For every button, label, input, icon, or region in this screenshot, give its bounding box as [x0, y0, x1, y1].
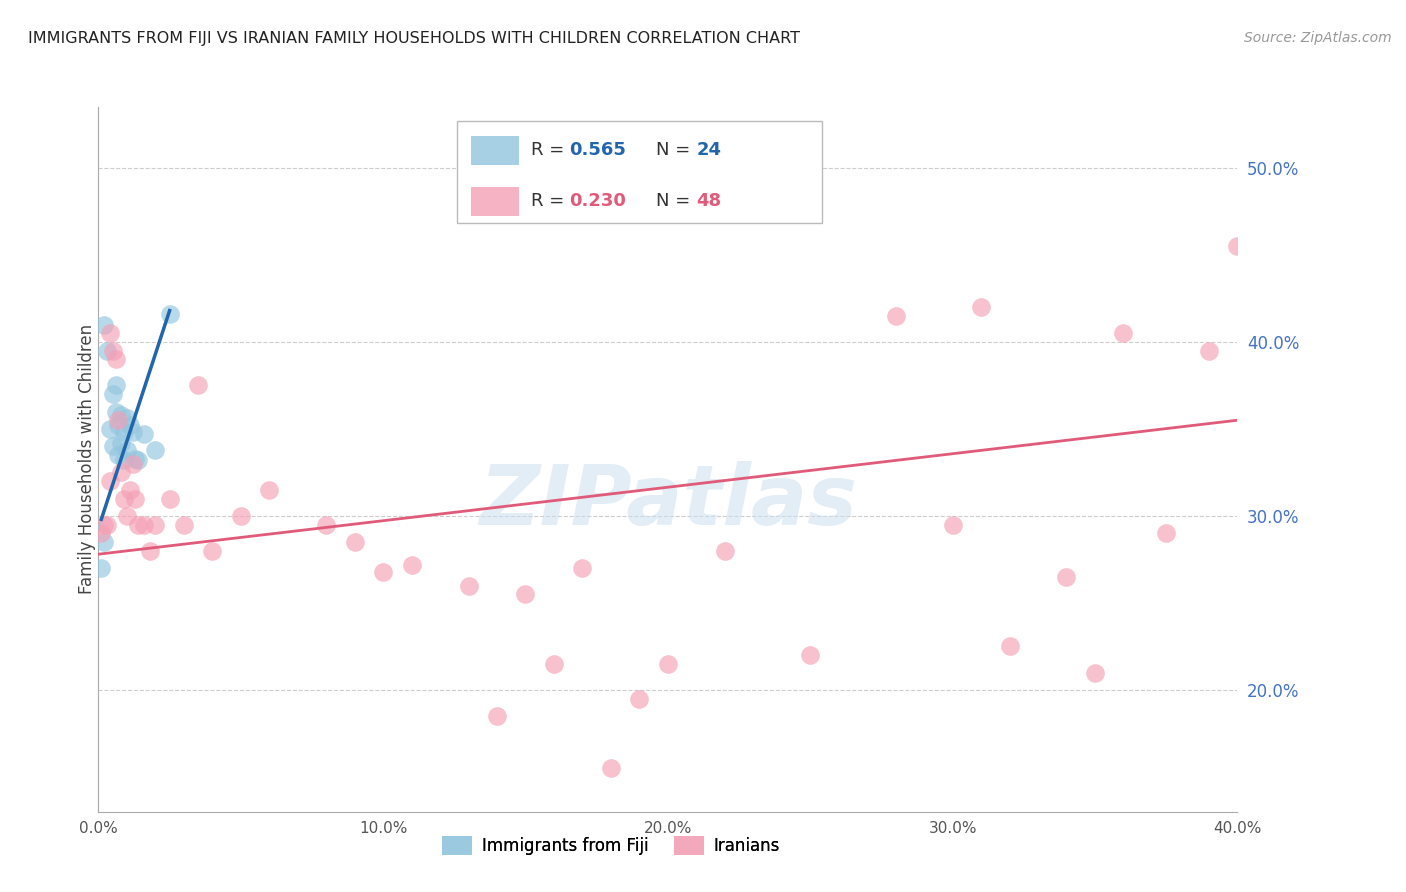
Point [600, 761, 623, 775]
Point [107, 448, 129, 462]
Point [457, 578, 479, 592]
Text: 0.565: 0.565 [569, 141, 626, 159]
Point [93, 517, 115, 532]
Point [1056, 570, 1078, 584]
Point [571, 561, 593, 575]
Point [799, 648, 821, 662]
Point [1154, 526, 1177, 541]
Point [1226, 239, 1249, 253]
Point [486, 709, 509, 723]
FancyBboxPatch shape [457, 121, 821, 223]
Point [229, 508, 252, 523]
Point [132, 517, 155, 532]
Point [401, 558, 423, 572]
Point [138, 543, 160, 558]
Point [1112, 326, 1135, 341]
Text: Source: ZipAtlas.com: Source: ZipAtlas.com [1244, 31, 1392, 45]
Point [101, 439, 124, 453]
Point [515, 587, 537, 601]
Point [110, 466, 132, 480]
Point [104, 404, 127, 418]
Point [343, 535, 366, 549]
Point [628, 691, 651, 706]
Point [127, 517, 149, 532]
Y-axis label: Family Households with Children: Family Households with Children [79, 325, 96, 594]
Text: N =: N = [657, 192, 696, 210]
Point [98, 474, 121, 488]
Point [107, 413, 129, 427]
Point [101, 343, 124, 358]
Text: N =: N = [657, 141, 696, 159]
Point [942, 517, 965, 532]
Point [121, 425, 143, 440]
Text: ZIPatlas: ZIPatlas [479, 461, 856, 542]
Point [373, 565, 395, 579]
Point [118, 418, 141, 433]
Point [132, 427, 155, 442]
Point [107, 418, 129, 433]
Point [124, 491, 146, 506]
Point [112, 491, 135, 506]
Point [112, 453, 135, 467]
Point [145, 517, 167, 532]
Point [543, 657, 565, 671]
Point [315, 517, 337, 532]
Point [145, 442, 167, 457]
Point [98, 326, 121, 341]
Point [101, 387, 124, 401]
Point [1084, 665, 1107, 680]
Point [115, 411, 138, 425]
Point [187, 378, 209, 392]
Point [970, 300, 993, 314]
Point [90, 561, 112, 575]
Point [884, 309, 907, 323]
Point [118, 483, 141, 497]
Point [259, 483, 281, 497]
FancyBboxPatch shape [471, 186, 519, 217]
Point [96, 517, 118, 532]
Text: IMMIGRANTS FROM FIJI VS IRANIAN FAMILY HOUSEHOLDS WITH CHILDREN CORRELATION CHAR: IMMIGRANTS FROM FIJI VS IRANIAN FAMILY H… [28, 31, 800, 46]
Point [93, 535, 115, 549]
Point [98, 422, 121, 436]
Point [112, 425, 135, 440]
Point [1198, 343, 1220, 358]
Point [121, 457, 143, 471]
Point [657, 657, 679, 671]
Point [127, 453, 149, 467]
Point [159, 491, 181, 506]
Text: R =: R = [531, 141, 571, 159]
Point [115, 508, 138, 523]
Point [104, 378, 127, 392]
Point [124, 451, 146, 466]
Text: 48: 48 [696, 192, 721, 210]
Point [110, 408, 132, 422]
Point [159, 307, 181, 321]
Point [90, 526, 112, 541]
Point [93, 318, 115, 332]
Text: R =: R = [531, 192, 571, 210]
Text: 0.230: 0.230 [569, 192, 626, 210]
Point [173, 517, 195, 532]
Point [110, 435, 132, 450]
Point [714, 543, 737, 558]
Point [96, 343, 118, 358]
Text: 24: 24 [696, 141, 721, 159]
Point [998, 640, 1021, 654]
Point [104, 352, 127, 367]
Point [115, 442, 138, 457]
Point [201, 543, 224, 558]
FancyBboxPatch shape [471, 136, 519, 165]
Legend: Immigrants from Fiji, Iranians: Immigrants from Fiji, Iranians [433, 828, 789, 863]
